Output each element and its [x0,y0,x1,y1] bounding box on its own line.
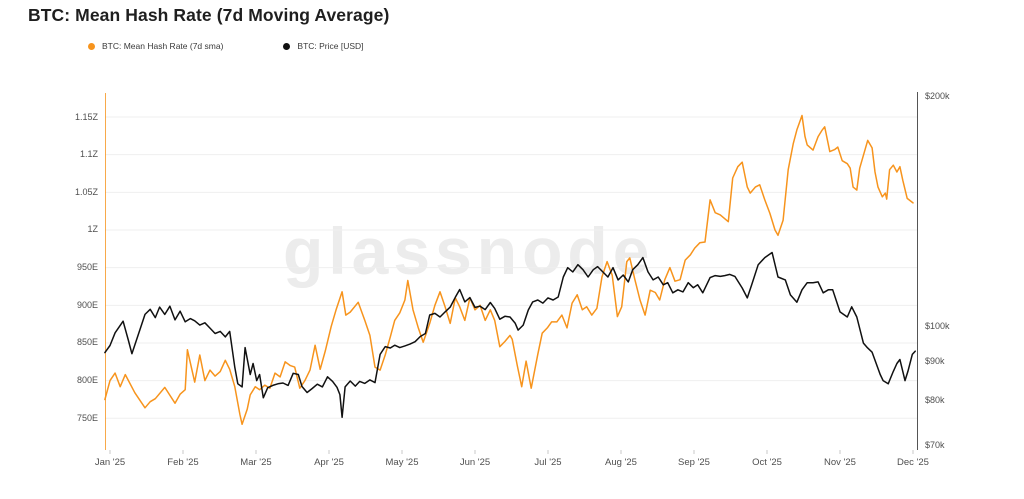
y-axis-right-tick: $80k [925,395,945,406]
y-axis-left-tick: 750E [76,412,98,423]
legend-label-price: BTC: Price [USD] [297,41,364,51]
x-axis-tick: Feb '25 [167,457,199,468]
y-axis-left-tick: 850E [76,337,98,348]
hash-rate-line [104,114,914,426]
y-axis-left-tick: 1.05Z [74,186,98,197]
x-axis-tick: Mar '25 [240,457,272,468]
x-axis-tick: Nov '25 [824,457,856,468]
x-axis-tick: Sep '25 [678,457,710,468]
legend-label-hash-rate: BTC: Mean Hash Rate (7d sma) [102,41,224,51]
legend-item-hash-rate[interactable]: BTC: Mean Hash Rate (7d sma) [88,41,223,51]
y-axis-left-tick: 1.1Z [79,149,98,160]
x-axis-tick: Jan '25 [94,457,126,468]
y-axis-right-tick: $200k [925,91,950,102]
x-axis-tick: Apr '25 [314,457,344,468]
y-axis-left-tick: 1.15Z [74,111,98,122]
x-axis-tick: May '25 [385,457,419,468]
price-line [104,251,916,419]
x-axis-tick: Jul '25 [534,457,562,468]
y-axis-left-tick: 1Z [87,224,98,235]
x-axis-tick: Aug '25 [605,457,637,468]
hash-rate-dot-icon [88,42,95,50]
page-title: BTC: Mean Hash Rate (7d Moving Average) [28,5,390,25]
y-axis-right-tick: $100k [925,321,950,332]
y-axis-left-tick: 900E [76,299,98,310]
x-axis-tick: Dec '25 [897,457,929,468]
x-axis-tick: Oct '25 [752,457,782,468]
y-axis-left-tick: 800E [76,375,98,386]
y-axis-right-tick: $90k [925,356,945,367]
legend-item-price[interactable]: BTC: Price [USD] [283,41,364,51]
price-dot-icon [283,42,291,50]
x-axis-tick: Jun '25 [459,457,491,468]
chart-legend: BTC: Mean Hash Rate (7d sma) BTC: Price … [88,41,364,51]
y-axis-right-tick: $70k [925,439,945,450]
y-axis-left-tick: 950E [76,262,98,273]
